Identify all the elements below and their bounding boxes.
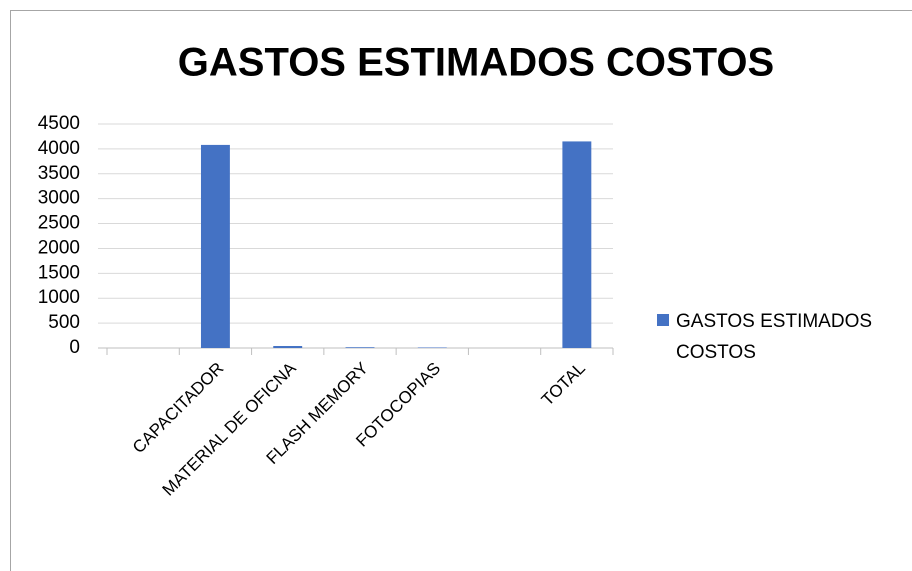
- y-tick-label: 2500: [38, 213, 80, 234]
- y-tick-label: 4500: [38, 113, 80, 134]
- chart-frame: [10, 10, 912, 571]
- y-tick-label: 1000: [38, 287, 80, 308]
- y-tick-label: 4000: [38, 138, 80, 159]
- y-tick-label: 2000: [38, 237, 80, 258]
- legend-swatch: [657, 314, 669, 326]
- bar: [562, 141, 592, 348]
- legend-text: GASTOS ESTIMADOS COSTOS: [676, 311, 873, 363]
- chart-title: GASTOS ESTIMADOS COSTOS: [178, 41, 774, 85]
- y-tick-label: 0: [69, 337, 80, 358]
- legend-label: GASTOS ESTIMADOS COSTOS: [676, 311, 873, 363]
- y-tick-label: 3000: [38, 188, 80, 209]
- y-tick-label: 1500: [38, 262, 80, 283]
- y-tick-label: 500: [48, 312, 80, 333]
- bar: [200, 144, 230, 348]
- y-tick-label: 3500: [38, 163, 80, 184]
- bar: [273, 346, 303, 348]
- bar: [345, 347, 375, 348]
